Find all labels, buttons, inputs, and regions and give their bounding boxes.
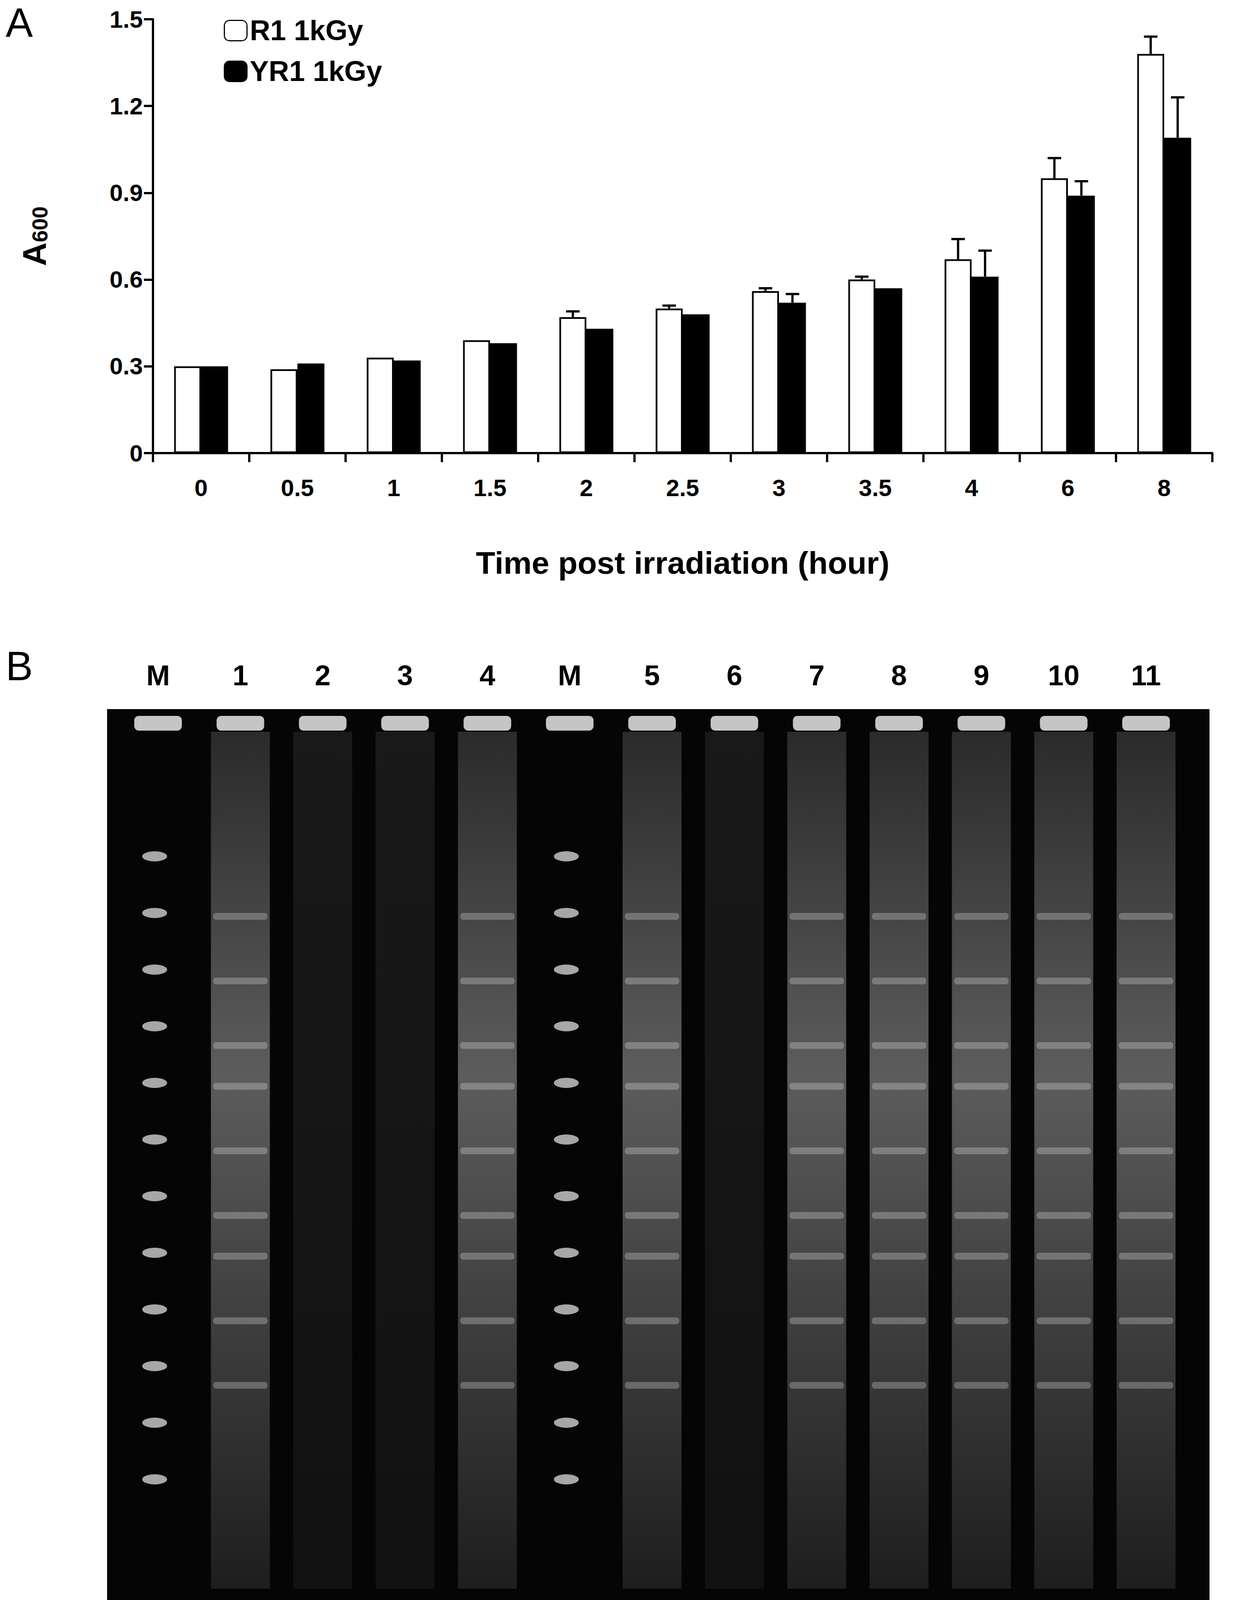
svg-text:2: 2 [314, 659, 331, 692]
svg-text:600: 600 [28, 206, 53, 242]
svg-text:1.2: 1.2 [109, 92, 143, 120]
svg-text:6: 6 [1061, 474, 1075, 502]
svg-text:2.5: 2.5 [666, 474, 700, 502]
html-text:A: A [5, 0, 33, 46]
svg-text:3: 3 [772, 474, 786, 502]
svg-text:8: 8 [891, 659, 907, 692]
svg-text:0.5: 0.5 [280, 474, 314, 502]
svg-text:1: 1 [232, 659, 249, 692]
svg-text:4: 4 [964, 474, 979, 502]
svg-text:3: 3 [397, 659, 413, 692]
svg-text:2: 2 [579, 474, 593, 502]
svg-text:5: 5 [644, 659, 660, 692]
svg-text:0: 0 [194, 474, 208, 502]
html-text:B: B [5, 643, 33, 689]
svg-text:R1 1kGy: R1 1kGy [249, 14, 364, 47]
svg-text:1.5: 1.5 [109, 6, 143, 33]
svg-text:11: 11 [1131, 659, 1162, 692]
svg-text:0.6: 0.6 [109, 266, 143, 293]
svg-text:3.5: 3.5 [858, 474, 892, 502]
svg-text:7: 7 [808, 659, 825, 692]
svg-text:4: 4 [479, 659, 496, 692]
svg-text:8: 8 [1157, 474, 1171, 502]
svg-text:6: 6 [726, 659, 743, 692]
svg-text:Time post irradiation (hour): Time post irradiation (hour) [475, 544, 890, 581]
svg-text:10: 10 [1048, 659, 1080, 692]
svg-text:A: A [15, 242, 53, 267]
svg-text:1.5: 1.5 [473, 474, 507, 502]
svg-text:M: M [558, 659, 582, 692]
svg-text:YR1 1kGy: YR1 1kGy [249, 55, 383, 88]
svg-text:0.3: 0.3 [109, 352, 143, 380]
svg-text:M: M [146, 659, 170, 692]
svg-text:0.9: 0.9 [109, 179, 143, 207]
svg-text:1: 1 [386, 474, 400, 502]
svg-text:0: 0 [129, 440, 143, 467]
svg-text:9: 9 [973, 659, 990, 692]
